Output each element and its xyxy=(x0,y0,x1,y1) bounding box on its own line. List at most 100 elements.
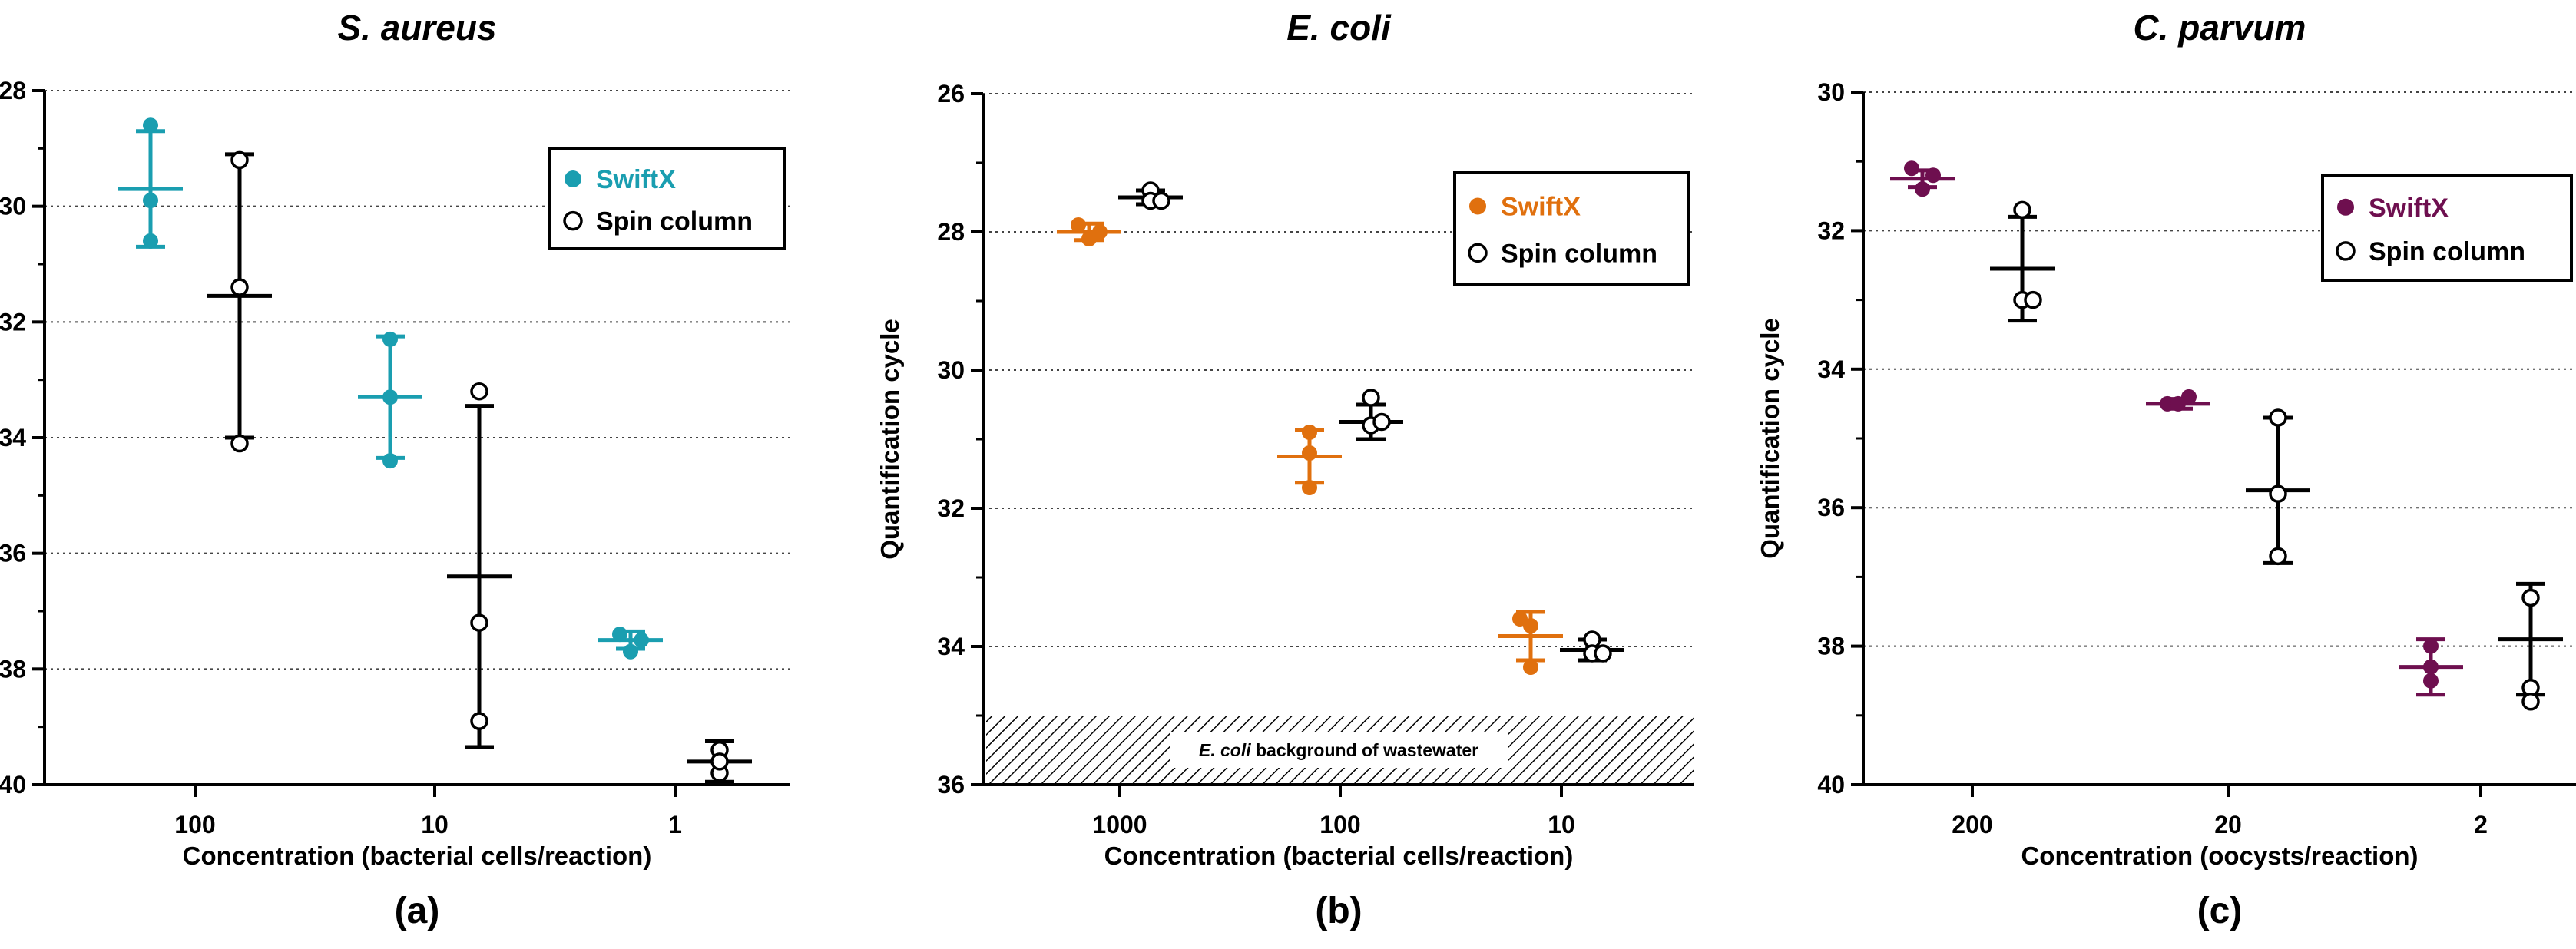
y-tick-label: 30 xyxy=(937,356,965,384)
y-tick-label: 34 xyxy=(0,424,26,451)
y-tick-label: 32 xyxy=(0,308,26,336)
data-point xyxy=(382,331,398,347)
data-point xyxy=(1362,389,1380,407)
data-point xyxy=(1071,217,1086,233)
data-point xyxy=(382,453,398,469)
legend: SwiftX Spin column xyxy=(1453,171,1690,286)
legend-marker-spin-column xyxy=(563,210,583,231)
legend-box xyxy=(1453,171,1690,286)
y-tick-label: 36 xyxy=(937,771,965,799)
y-axis-label: Quantification cycle xyxy=(876,319,904,560)
legend: SwiftX Spin column xyxy=(548,147,786,250)
data-point xyxy=(230,278,249,296)
y-tick-label: 40 xyxy=(1817,771,1845,799)
panel-label: (a) xyxy=(395,891,440,931)
y-tick-label: 36 xyxy=(0,540,26,567)
data-point xyxy=(1904,160,1919,177)
series-swiftx xyxy=(118,117,663,660)
y-tick-label: 34 xyxy=(937,633,965,660)
panel-label: (b) xyxy=(1315,891,1362,931)
legend-marker-swiftx xyxy=(2337,198,2354,216)
legend-label: SwiftX xyxy=(596,165,676,194)
chart-panel-2: E. coli background of wastewater 26 28 30 32… xyxy=(876,8,1694,931)
data-point xyxy=(2269,484,2287,503)
data-point xyxy=(1523,618,1538,633)
y-tick-label: 32 xyxy=(937,494,965,522)
legend-box xyxy=(2321,174,2573,282)
x-tick-label: 100 xyxy=(1319,811,1360,838)
x-axis-label: Concentration (bacterial cells/reaction) xyxy=(1104,842,1574,870)
legend: SwiftX Spin column xyxy=(2321,174,2573,282)
data-point xyxy=(1302,445,1317,461)
data-point xyxy=(710,752,729,771)
data-point xyxy=(470,382,488,401)
legend-label: Spin column xyxy=(2369,237,2525,266)
chart-panel-1: 28 30 32 34 36 38 40 100 10 1 S. aureus Concentrati… xyxy=(0,8,790,931)
data-point xyxy=(2423,638,2439,654)
data-point xyxy=(143,193,158,209)
y-tick-label: 34 xyxy=(1817,355,1845,383)
data-point xyxy=(2423,659,2439,675)
series-spin-column xyxy=(1990,200,2563,711)
y-tick-label: 28 xyxy=(0,77,26,104)
data-point xyxy=(1523,660,1538,675)
legend-marker-spin-column xyxy=(1468,243,1488,263)
legend-label: SwiftX xyxy=(1501,193,1581,222)
data-point xyxy=(2013,200,2031,220)
x-tick-label: 2 xyxy=(2474,811,2488,838)
x-tick-label: 10 xyxy=(1548,811,1575,838)
data-point xyxy=(2521,693,2540,711)
data-point xyxy=(1092,224,1108,240)
y-tick-label: 38 xyxy=(0,655,26,683)
y-tick-label: 40 xyxy=(0,771,26,799)
y-axis-label: Quantification cycle xyxy=(1756,318,1784,559)
data-point xyxy=(634,632,649,648)
background-label-species: E. coli xyxy=(1199,740,1251,760)
legend-marker-swiftx xyxy=(565,170,581,187)
data-point xyxy=(470,712,488,730)
chart-title: S. aureus xyxy=(337,8,496,48)
data-point xyxy=(230,150,249,170)
legend-label: Spin column xyxy=(1501,239,1657,268)
x-tick-label: 10 xyxy=(421,811,449,838)
series-swiftx xyxy=(1057,217,1563,675)
series-spin-column xyxy=(1118,181,1624,663)
data-point xyxy=(2181,389,2197,405)
data-point xyxy=(2269,408,2287,427)
data-point xyxy=(1302,425,1317,440)
legend-label: SwiftX xyxy=(2369,193,2449,223)
y-tick-label: 30 xyxy=(1817,78,1845,106)
data-point xyxy=(1372,412,1391,432)
x-tick-label: 200 xyxy=(1952,811,1992,838)
data-point xyxy=(1152,191,1170,210)
data-point xyxy=(2269,547,2287,566)
y-tick-label: 36 xyxy=(1817,494,1845,521)
x-axis-label: Concentration (oocysts/reaction) xyxy=(2021,842,2418,870)
data-point xyxy=(612,627,627,643)
legend-box xyxy=(548,147,786,250)
y-tick-label: 30 xyxy=(0,193,26,220)
background-label: E. coli background of wastewater xyxy=(1199,740,1478,760)
data-point xyxy=(623,643,638,660)
data-point xyxy=(2024,290,2042,309)
x-tick-label: 1000 xyxy=(1092,811,1147,838)
data-point xyxy=(2521,588,2540,607)
x-tick-label: 1 xyxy=(668,811,682,838)
legend-label: Spin column xyxy=(596,207,753,236)
chart-title: C. parvum xyxy=(2134,8,2306,48)
data-point xyxy=(143,233,158,249)
chart-title: E. coli xyxy=(1286,8,1392,48)
y-tick-label: 28 xyxy=(937,218,965,246)
x-tick-label: 100 xyxy=(174,811,215,838)
data-point xyxy=(2160,395,2175,412)
data-point xyxy=(2423,673,2439,689)
data-point xyxy=(1915,181,1930,197)
background-label-text: background of wastewater xyxy=(1251,740,1479,760)
y-tick-label: 26 xyxy=(937,80,965,107)
legend-marker-spin-column xyxy=(2336,241,2356,261)
x-tick-label: 20 xyxy=(2214,811,2242,838)
data-point xyxy=(1594,644,1612,663)
series-spin-column xyxy=(207,150,752,784)
data-point xyxy=(470,613,488,632)
